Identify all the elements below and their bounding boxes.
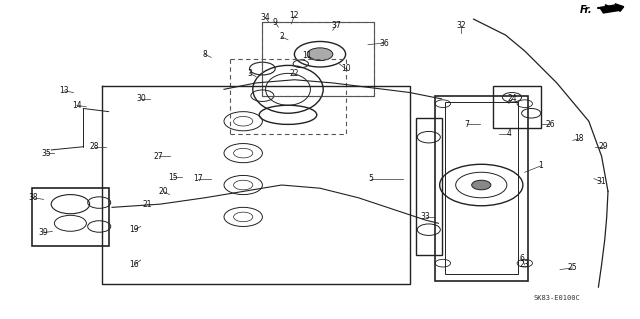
Bar bbox=[445, 102, 518, 274]
Text: 13: 13 bbox=[59, 86, 69, 95]
Text: 28: 28 bbox=[90, 142, 99, 151]
Text: 34: 34 bbox=[260, 13, 271, 22]
Text: 25: 25 bbox=[568, 263, 578, 272]
Text: SK83-E0100C: SK83-E0100C bbox=[533, 295, 580, 301]
Text: 30: 30 bbox=[136, 94, 146, 103]
Text: 9: 9 bbox=[273, 18, 278, 27]
Text: 31: 31 bbox=[596, 177, 607, 186]
Text: 23: 23 bbox=[520, 260, 530, 269]
Text: 35: 35 bbox=[41, 149, 51, 158]
Text: 18: 18 bbox=[575, 134, 584, 143]
Text: 16: 16 bbox=[129, 260, 140, 269]
Text: 2: 2 bbox=[279, 32, 284, 41]
Text: 37: 37 bbox=[331, 21, 341, 30]
Text: 4: 4 bbox=[506, 130, 511, 138]
Text: Fr.: Fr. bbox=[579, 4, 592, 15]
Text: 5: 5 bbox=[369, 174, 374, 183]
Bar bbox=[262, 22, 374, 96]
Text: 21: 21 bbox=[143, 200, 152, 209]
Text: 26: 26 bbox=[545, 120, 556, 129]
Text: 22: 22 bbox=[290, 69, 299, 78]
Text: 39: 39 bbox=[38, 228, 48, 237]
Text: 10: 10 bbox=[340, 64, 351, 73]
Text: 12: 12 bbox=[290, 11, 299, 20]
Text: 14: 14 bbox=[72, 101, 82, 110]
Ellipse shape bbox=[472, 180, 491, 190]
Bar bbox=[493, 86, 541, 128]
Text: 27: 27 bbox=[154, 152, 164, 161]
Text: 1: 1 bbox=[538, 161, 543, 170]
Text: 6: 6 bbox=[519, 254, 524, 263]
Text: 36: 36 bbox=[379, 39, 389, 48]
Text: 17: 17 bbox=[193, 174, 204, 183]
Ellipse shape bbox=[307, 48, 333, 61]
Text: 7: 7 bbox=[465, 120, 470, 129]
Text: 15: 15 bbox=[168, 173, 178, 182]
Text: 38: 38 bbox=[28, 193, 38, 202]
Text: 32: 32 bbox=[456, 21, 466, 30]
Text: 20: 20 bbox=[158, 187, 168, 196]
Bar bbox=[435, 96, 528, 281]
Text: 29: 29 bbox=[598, 142, 609, 151]
Text: 3: 3 bbox=[247, 69, 252, 78]
Text: 19: 19 bbox=[129, 225, 140, 234]
Bar bbox=[416, 118, 442, 255]
Bar bbox=[32, 188, 109, 246]
Text: 8: 8 bbox=[202, 50, 207, 59]
FancyArrow shape bbox=[600, 4, 624, 13]
Text: 24: 24 bbox=[507, 94, 517, 103]
Text: 33: 33 bbox=[420, 212, 431, 221]
Text: 11: 11 bbox=[303, 51, 312, 60]
